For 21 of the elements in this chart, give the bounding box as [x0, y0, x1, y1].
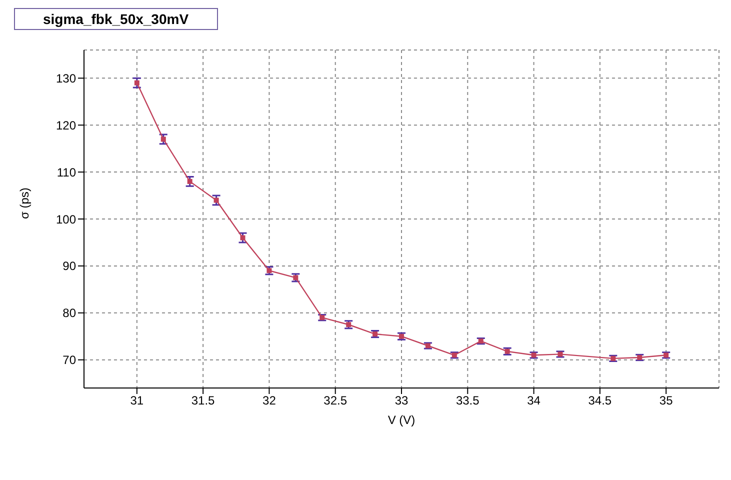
x-tick-label: 32.5: [324, 394, 348, 408]
y-tick-label: 80: [62, 306, 76, 320]
x-tick-label: 33.5: [456, 394, 480, 408]
y-tick-label: 90: [62, 259, 76, 274]
y-tick-label: 70: [62, 353, 76, 368]
x-axis-title: V (V): [388, 413, 416, 427]
y-tick-label: 130: [56, 71, 76, 86]
x-tick-label: 32: [262, 394, 276, 408]
y-tick-label: 110: [56, 165, 76, 180]
y-tick-label: 100: [56, 212, 76, 226]
x-tick-label: 31: [130, 394, 144, 408]
x-tick-label: 34: [527, 394, 541, 408]
x-tick-label: 34.5: [588, 394, 612, 408]
x-tick-label: 35: [659, 394, 674, 408]
point: [134, 80, 140, 86]
y-tick-label: 120: [56, 118, 76, 132]
chart-title: sigma_fbk_50x_30mV: [14, 8, 218, 30]
x-tick-label: 31.5: [191, 394, 216, 408]
y-axis-title: σ (ps): [17, 188, 32, 219]
point: [187, 178, 192, 184]
x-tick-label: 33: [394, 394, 408, 408]
